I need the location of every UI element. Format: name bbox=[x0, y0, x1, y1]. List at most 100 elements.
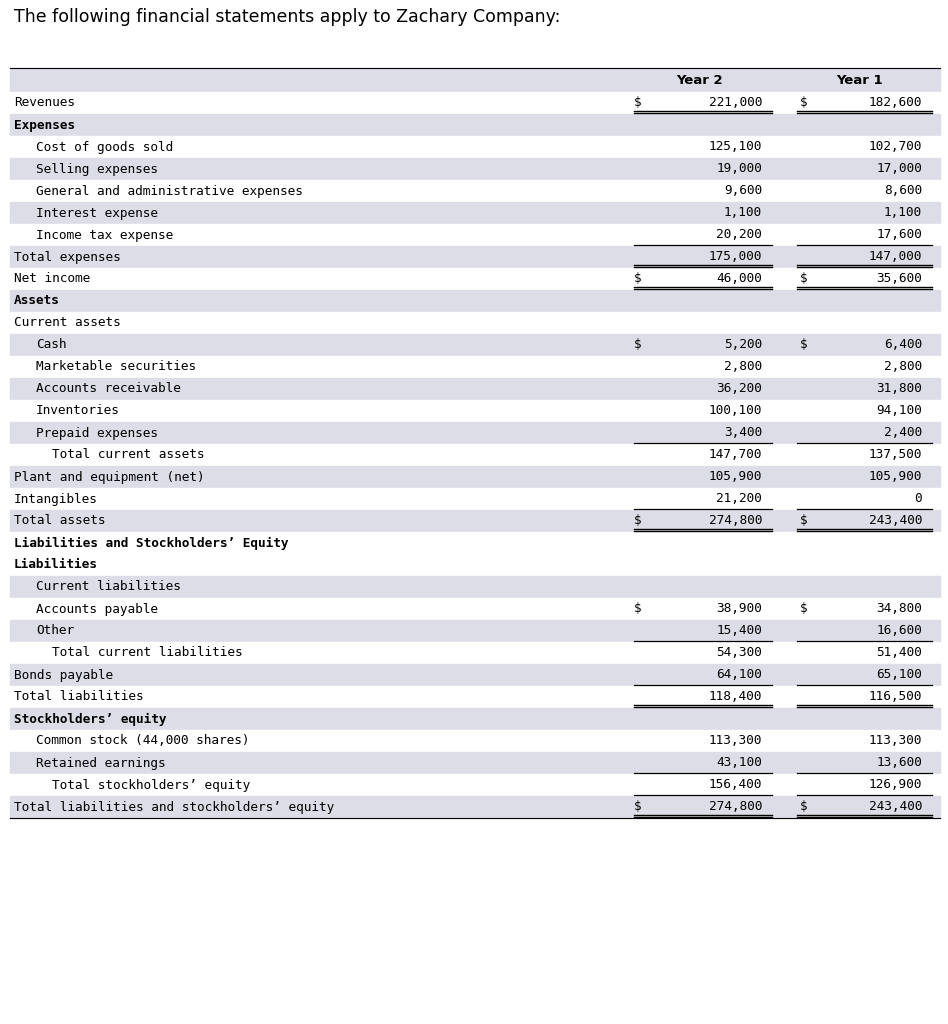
Text: Liabilities: Liabilities bbox=[14, 558, 98, 571]
Text: 2,400: 2,400 bbox=[884, 427, 922, 439]
Text: $: $ bbox=[800, 801, 808, 813]
Text: 243,400: 243,400 bbox=[868, 801, 922, 813]
Bar bbox=[10, 620, 940, 642]
Bar bbox=[10, 642, 940, 664]
Bar bbox=[10, 708, 940, 730]
Text: The following financial statements apply to Zachary Company:: The following financial statements apply… bbox=[14, 8, 560, 26]
Text: Total current liabilities: Total current liabilities bbox=[52, 646, 243, 659]
Text: 13,600: 13,600 bbox=[876, 757, 922, 769]
Bar bbox=[10, 202, 940, 224]
Text: 94,100: 94,100 bbox=[876, 404, 922, 418]
Text: Marketable securities: Marketable securities bbox=[36, 360, 196, 374]
Text: 3,400: 3,400 bbox=[724, 427, 762, 439]
Text: 2,800: 2,800 bbox=[884, 360, 922, 374]
Text: 125,100: 125,100 bbox=[708, 140, 762, 154]
Bar bbox=[10, 664, 940, 686]
Text: Total liabilities and stockholders’ equity: Total liabilities and stockholders’ equi… bbox=[14, 801, 335, 813]
Text: 20,200: 20,200 bbox=[717, 228, 762, 242]
Text: 182,600: 182,600 bbox=[868, 96, 922, 110]
Bar bbox=[10, 400, 940, 422]
Text: $: $ bbox=[634, 96, 642, 110]
Bar bbox=[10, 224, 940, 246]
Text: 9,600: 9,600 bbox=[724, 184, 762, 198]
Text: Revenues: Revenues bbox=[14, 96, 75, 110]
Text: Income tax expense: Income tax expense bbox=[36, 228, 173, 242]
Bar bbox=[10, 532, 940, 554]
Text: 102,700: 102,700 bbox=[868, 140, 922, 154]
Text: Total assets: Total assets bbox=[14, 514, 105, 527]
Bar bbox=[10, 356, 940, 378]
Bar bbox=[10, 774, 940, 796]
Text: Bonds payable: Bonds payable bbox=[14, 669, 113, 682]
Text: 147,000: 147,000 bbox=[868, 251, 922, 263]
Text: 19,000: 19,000 bbox=[717, 163, 762, 175]
Bar bbox=[10, 686, 940, 708]
Text: 34,800: 34,800 bbox=[876, 602, 922, 615]
Text: 54,300: 54,300 bbox=[717, 646, 762, 659]
Bar bbox=[10, 312, 940, 334]
Text: 118,400: 118,400 bbox=[708, 690, 762, 703]
Text: 65,100: 65,100 bbox=[876, 669, 922, 682]
Text: 21,200: 21,200 bbox=[717, 493, 762, 506]
Text: Interest expense: Interest expense bbox=[36, 207, 158, 219]
Text: 0: 0 bbox=[915, 493, 922, 506]
Bar bbox=[10, 422, 940, 444]
Text: Stockholders’ equity: Stockholders’ equity bbox=[14, 713, 167, 726]
Bar bbox=[10, 466, 940, 488]
Text: Current assets: Current assets bbox=[14, 316, 120, 330]
Text: 100,100: 100,100 bbox=[708, 404, 762, 418]
Text: 15,400: 15,400 bbox=[717, 625, 762, 638]
Text: 274,800: 274,800 bbox=[708, 801, 762, 813]
Text: 147,700: 147,700 bbox=[708, 449, 762, 462]
Text: Total expenses: Total expenses bbox=[14, 251, 120, 263]
Text: Common stock (44,000 shares): Common stock (44,000 shares) bbox=[36, 734, 249, 748]
Text: $: $ bbox=[800, 514, 808, 527]
Text: 64,100: 64,100 bbox=[717, 669, 762, 682]
Text: Prepaid expenses: Prepaid expenses bbox=[36, 427, 158, 439]
Text: 38,900: 38,900 bbox=[717, 602, 762, 615]
Bar bbox=[10, 444, 940, 466]
Text: 175,000: 175,000 bbox=[708, 251, 762, 263]
Text: Selling expenses: Selling expenses bbox=[36, 163, 158, 175]
Text: $: $ bbox=[634, 339, 642, 351]
Text: $: $ bbox=[800, 602, 808, 615]
Text: 274,800: 274,800 bbox=[708, 514, 762, 527]
Text: 5,200: 5,200 bbox=[724, 339, 762, 351]
Text: Other: Other bbox=[36, 625, 74, 638]
Text: 31,800: 31,800 bbox=[876, 383, 922, 395]
Text: Expenses: Expenses bbox=[14, 119, 75, 131]
Bar bbox=[10, 598, 940, 620]
Text: 116,500: 116,500 bbox=[868, 690, 922, 703]
Text: $: $ bbox=[800, 272, 808, 286]
Text: 105,900: 105,900 bbox=[708, 470, 762, 483]
Bar bbox=[10, 246, 940, 268]
Text: Accounts payable: Accounts payable bbox=[36, 602, 158, 615]
Text: $: $ bbox=[634, 801, 642, 813]
Text: 6,400: 6,400 bbox=[884, 339, 922, 351]
Text: Intangibles: Intangibles bbox=[14, 493, 98, 506]
Text: $: $ bbox=[800, 96, 808, 110]
Text: Net income: Net income bbox=[14, 272, 90, 286]
Text: $: $ bbox=[634, 514, 642, 527]
Text: 126,900: 126,900 bbox=[868, 778, 922, 792]
Bar bbox=[10, 575, 940, 598]
Bar bbox=[10, 268, 940, 290]
Text: 1,100: 1,100 bbox=[884, 207, 922, 219]
Bar bbox=[10, 180, 940, 202]
Text: Cash: Cash bbox=[36, 339, 66, 351]
Text: Year 1: Year 1 bbox=[837, 74, 884, 86]
Text: 243,400: 243,400 bbox=[868, 514, 922, 527]
Text: 2,800: 2,800 bbox=[724, 360, 762, 374]
Bar bbox=[10, 68, 940, 92]
Text: $: $ bbox=[634, 602, 642, 615]
Text: 43,100: 43,100 bbox=[717, 757, 762, 769]
Bar bbox=[10, 114, 940, 136]
Text: 35,600: 35,600 bbox=[876, 272, 922, 286]
Text: Inventories: Inventories bbox=[36, 404, 119, 418]
Text: 16,600: 16,600 bbox=[876, 625, 922, 638]
Bar bbox=[10, 136, 940, 158]
Text: 51,400: 51,400 bbox=[876, 646, 922, 659]
Bar bbox=[10, 334, 940, 356]
Text: 156,400: 156,400 bbox=[708, 778, 762, 792]
Bar bbox=[10, 378, 940, 400]
